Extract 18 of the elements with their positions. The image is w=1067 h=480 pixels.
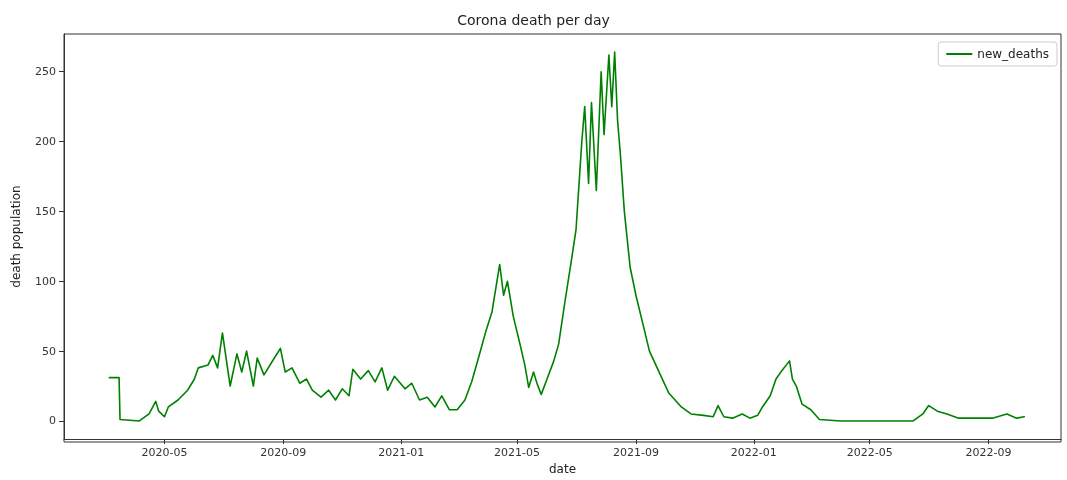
x-axis-title: date	[548, 462, 577, 476]
y-tick-label: 50	[42, 344, 56, 358]
legend-label: new_deaths	[977, 47, 1049, 61]
chart-title: Corona death per day	[457, 12, 610, 28]
y-tick-label: 150	[35, 204, 56, 218]
x-tick-label: 2021-09	[612, 446, 659, 460]
x-tick-label: 2022-05	[846, 446, 893, 460]
y-axis-title: death population	[9, 185, 23, 288]
y-tick-label: 100	[35, 274, 56, 288]
x-tick-label: 2021-05	[494, 446, 541, 460]
x-tick-label: 2022-09	[965, 446, 1012, 460]
x-tick-label: 2020-09	[260, 446, 307, 460]
y-tick-label: 200	[35, 135, 56, 149]
y-tick-label: 250	[35, 65, 56, 79]
y-tick-label: 0	[49, 414, 56, 428]
x-tick-label: 2022-01	[730, 446, 777, 460]
x-tick-label: 2021-01	[378, 446, 425, 460]
x-tick-label: 2020-05	[141, 446, 188, 460]
